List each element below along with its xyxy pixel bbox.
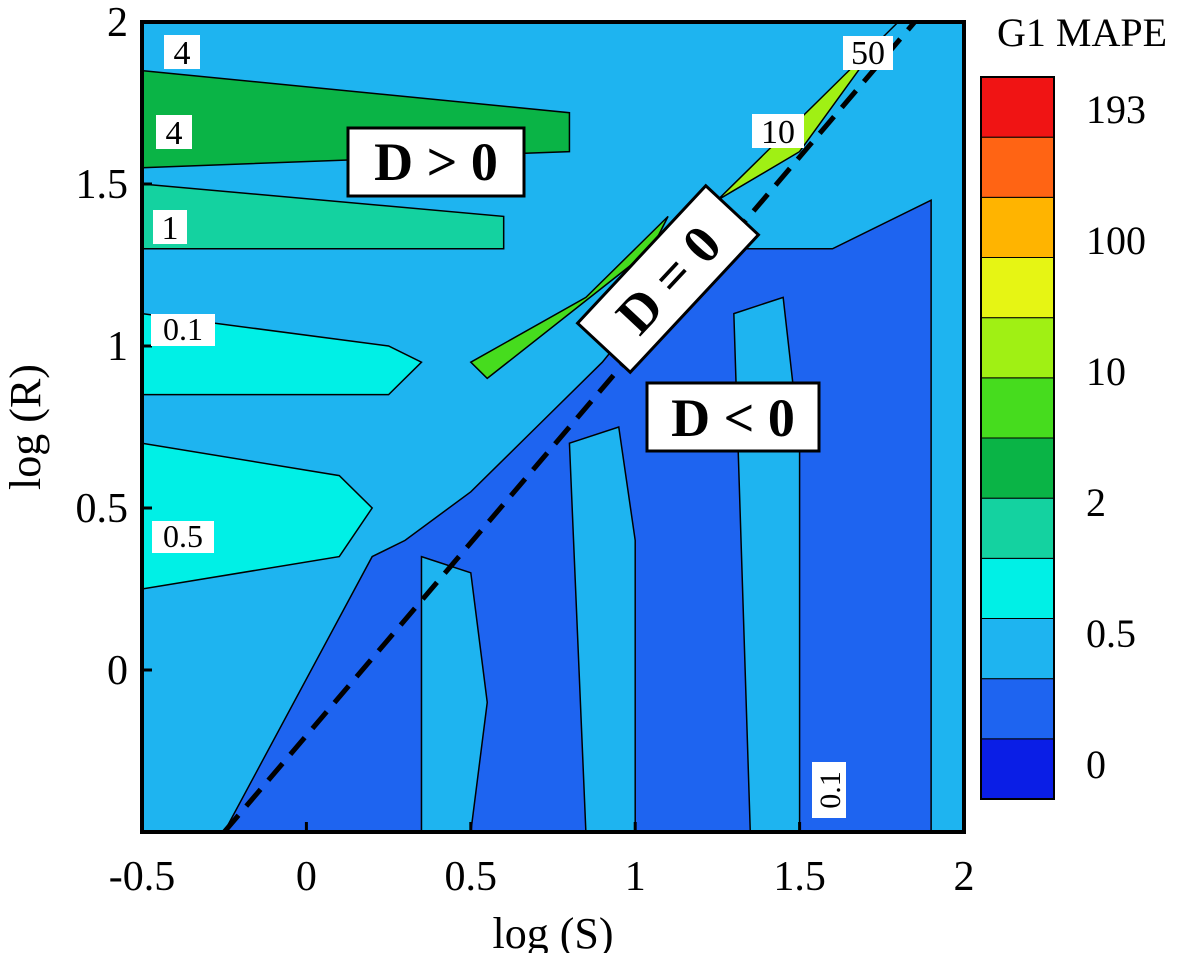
contour-region [420,555,488,832]
y-tick-label: 1.5 [76,162,129,208]
y-tick-label: 1 [107,324,128,370]
region-label-text: D < 0 [671,388,795,448]
contour-label-text: 10 [761,114,795,151]
colorbar-swatch [980,618,1055,680]
y-tick-label: 2 [107,0,128,46]
x-tick-label: 1.5 [773,854,826,900]
contour-label: 0.5 [152,518,214,554]
colorbar-swatch [980,317,1055,379]
contour-label-text: 4 [174,35,191,72]
y-axis-label: log (R) [1,364,50,490]
x-tick-label: 0.5 [445,854,498,900]
contour-label-text: 0.5 [163,518,203,554]
y-axis-ticks: 2 1.5 1 0.5 0 [76,0,152,694]
contour-label-text: 1 [162,210,179,247]
contour-region [142,183,505,250]
colorbar [980,76,1055,800]
x-axis-label: log (S) [493,909,614,953]
contour-label-text: 50 [851,35,885,72]
region-label-d-negative: D < 0 [645,381,821,453]
contour-label: 1 [153,210,187,247]
colorbar-label: 2 [1086,480,1106,525]
colorbar-label: 100 [1086,218,1146,263]
colorbar-swatch [980,196,1055,258]
colorbar-swatch [980,557,1055,619]
contour-region [568,426,636,832]
colorbar-swatch [980,136,1055,198]
boundary-line [222,22,917,832]
x-tick-label: 2 [954,854,975,900]
region-label-d-positive: D > 0 [346,126,526,198]
colorbar-swatch [980,497,1055,559]
colorbar-label: 0 [1086,742,1106,787]
colorbar-frame [980,76,1055,800]
contour-label-text: 0.1 [814,771,847,809]
colorbar-swatch [980,678,1055,740]
boundary-line-layer [222,22,917,832]
contour-label: 10 [752,114,804,151]
colorbar-labels: 193 100 10 2 0.5 0 [1086,87,1146,787]
region-label-text: D > 0 [374,132,498,192]
contour-label-text: 4 [166,115,183,152]
colorbar-label: 10 [1086,349,1126,394]
colorbar-swatch [980,257,1055,319]
contour-region [469,215,669,380]
contour-label: 50 [843,35,893,72]
colorbar-swatch [980,437,1055,499]
colorbar-swatch [980,377,1055,439]
colorbar-label: 193 [1086,87,1146,132]
contour-label: 4 [164,35,200,72]
x-tick-label: -0.5 [109,854,176,900]
colorbar-swatch [980,738,1055,800]
y-tick-label: 0.5 [76,486,129,532]
x-axis-ticks: -0.5 0 0.5 1 1.5 2 [109,822,975,900]
colorbar-title: G1 MAPE [997,10,1167,55]
x-tick-label: 1 [625,854,646,900]
plot-frame [140,20,966,834]
colorbar-label: 0.5 [1086,611,1136,656]
contour-label: 0.1 [151,311,215,347]
contour-label: 4 [156,115,192,152]
contour-label: 0.1 [812,762,847,818]
colorbar-swatch [980,76,1055,138]
contour-label-text: 0.1 [163,311,203,347]
y-tick-label: 0 [107,648,128,694]
x-tick-label: 0 [296,854,317,900]
